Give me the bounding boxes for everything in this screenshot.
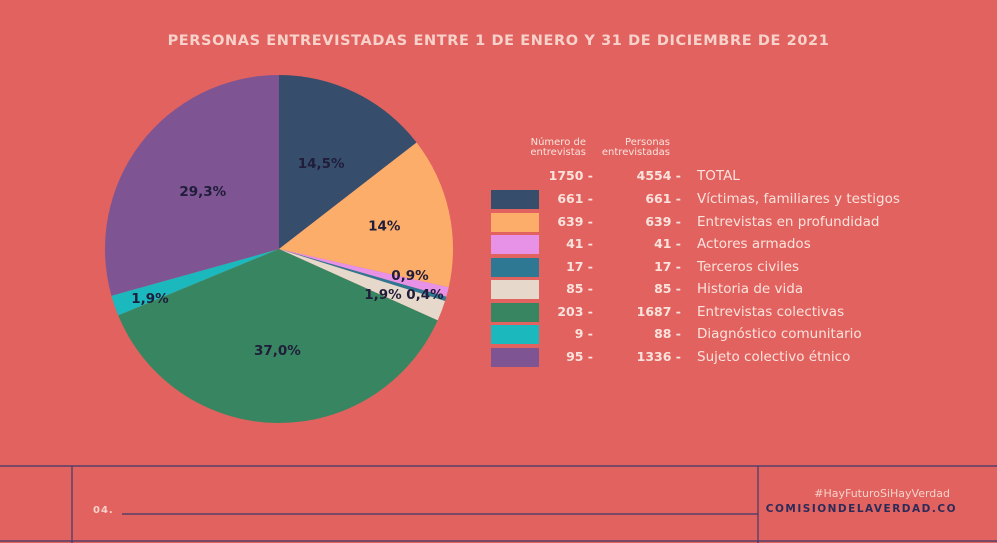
chart-title: PERSONAS ENTREVISTADAS ENTRE 1 DE ENERO … <box>167 33 830 49</box>
table-row: 203 - 1687 - Entrevistas colectivas <box>0 300 997 322</box>
entrevistas-value: 85 - <box>566 281 593 296</box>
table-row: 41 - 41 - Actores armados <box>0 232 997 254</box>
entrevistas-value: 203 - <box>557 303 593 319</box>
category-label: Terceros civiles <box>697 258 800 275</box>
category-label: Historia de vida <box>697 281 804 297</box>
slice-label: 14,5% <box>298 156 345 172</box>
personas-value: 41 - <box>654 236 681 251</box>
legend-swatch <box>491 325 539 344</box>
category-label: Diagnóstico comunitario <box>697 326 862 342</box>
legend-swatch <box>491 302 539 322</box>
entrevistas-value: 17 - <box>566 258 593 274</box>
header-personas-entrevistadas: Personas entrevistadas <box>590 138 670 158</box>
category-label: Sujeto colectivo étnico <box>697 348 851 365</box>
pie-chart <box>104 75 453 423</box>
total-row: 1750 - 4554 - TOTAL <box>0 164 997 186</box>
entrevistas-value: 9 - <box>574 326 593 341</box>
pie-slice <box>279 75 417 249</box>
category-label: Entrevistas en profundidad <box>697 213 880 230</box>
slice-label: 29,3% <box>179 184 226 200</box>
header-line: Número de <box>530 137 586 148</box>
slice-label: 1,9% <box>131 291 169 307</box>
total-entrevistas: 1750 - <box>548 168 593 183</box>
slice-label: 14% <box>368 219 401 235</box>
pie-slice <box>118 249 438 423</box>
personas-value: 1687 - <box>636 303 681 319</box>
entrevistas-value: 95 - <box>566 348 593 364</box>
legend-swatch <box>491 235 539 254</box>
category-label: Actores armados <box>697 236 811 252</box>
pie-slice <box>111 249 279 316</box>
total-label: TOTAL <box>697 168 740 184</box>
entrevistas-value: 41 - <box>566 236 593 251</box>
pie-slice <box>279 142 453 288</box>
footer-hashtag: #HayFuturoSiHayVerdad <box>814 487 950 500</box>
table-row: 9 - 88 - Diagnóstico comunitario <box>0 322 997 344</box>
page-number: 04. <box>93 505 114 516</box>
table-row: 661 - 661 - Víctimas, familiares y testigo… <box>0 187 997 209</box>
personas-value: 639 - <box>645 213 681 229</box>
entrevistas-value: 661 - <box>557 191 593 206</box>
personas-value: 1336 - <box>636 348 681 364</box>
legend-swatch <box>491 257 539 277</box>
entrevistas-value: 639 - <box>557 213 593 229</box>
header-line: entrevistas <box>530 147 586 158</box>
pie-slice <box>279 249 449 297</box>
pie-slice <box>104 75 279 296</box>
table-row: 85 - 85 - Historia de vida <box>0 277 997 299</box>
table-row: 17 - 17 - Terceros civiles <box>0 255 997 277</box>
slice-label: 37,0% <box>254 343 301 359</box>
personas-value: 661 - <box>645 191 681 206</box>
footer-frame <box>0 465 997 543</box>
table-row: 639 - 639 - Entrevistas en profundidad <box>0 210 997 232</box>
header-line: Personas <box>625 137 670 148</box>
slice-label: 1,9% <box>364 287 402 303</box>
pie-slice <box>279 249 447 301</box>
legend-swatch <box>491 212 539 232</box>
pie-slice <box>279 249 446 321</box>
category-label: Víctimas, familiares y testigos <box>697 191 900 207</box>
legend-swatch <box>491 280 539 299</box>
personas-value: 17 - <box>654 258 681 274</box>
slice-label: 0,9% <box>391 268 429 284</box>
legend-swatch <box>491 190 539 209</box>
pie-labels: 14,5%14%0,9%0,4%1,9%37,0%1,9%29,3% <box>131 156 444 359</box>
header-line: entrevistadas <box>601 147 670 158</box>
personas-value: 85 - <box>654 281 681 296</box>
legend-swatch <box>491 347 539 367</box>
table-row: 95 - 1336 - Sujeto colectivo étnico <box>0 345 997 367</box>
slice-label: 0,4% <box>406 287 444 303</box>
footer-website[interactable]: COMISIONDELAVERDAD.CO <box>765 503 957 515</box>
total-personas: 4554 - <box>636 168 681 183</box>
header-numero-entrevistas: Número de entrevistas <box>508 138 586 158</box>
personas-value: 88 - <box>654 326 681 341</box>
category-label: Entrevistas colectivas <box>697 303 845 320</box>
